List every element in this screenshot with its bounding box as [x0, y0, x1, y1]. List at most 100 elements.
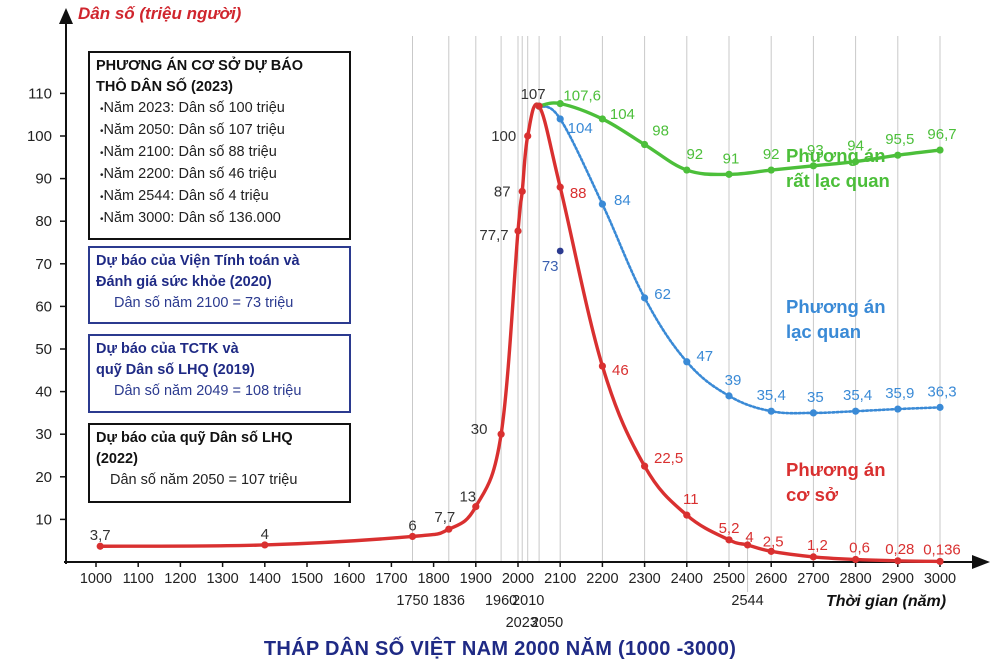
x-tick-label: 2200 — [586, 571, 618, 587]
data-point-optimistic — [683, 358, 691, 366]
data-label-optimistic: 84 — [614, 192, 631, 209]
y-tick-label: 20 — [35, 469, 52, 486]
gso-unfpa-title-2: quỹ Dân số LHQ (2019) — [96, 362, 255, 378]
data-label-base: 87 — [494, 183, 511, 200]
data-label-base: 107 — [521, 86, 546, 103]
data-point-base — [524, 132, 532, 140]
data-point-optimistic — [767, 407, 775, 415]
x-tick-label: 1700 — [375, 571, 407, 587]
data-point-optimistic — [809, 409, 818, 417]
data-label-base: 46 — [612, 362, 629, 379]
x-tick-label: 2900 — [882, 571, 914, 587]
data-label-very-optimistic: 91 — [723, 150, 740, 167]
gso-unfpa-forecast-box: Dự báo của TCTK và quỹ Dân số LHQ (2019)… — [88, 334, 351, 413]
gso-unfpa-title-1: Dự báo của TCTK và — [96, 341, 239, 357]
data-point-very-optimistic — [641, 140, 649, 149]
y-tick-label: 50 — [35, 341, 52, 358]
y-axis-label: Dân số (triệu người) — [78, 4, 242, 23]
data-point-very-optimistic — [725, 170, 733, 178]
y-tick-label: 10 — [35, 511, 52, 528]
data-point-base — [472, 503, 480, 511]
data-label-very-optimistic: 92 — [763, 146, 780, 163]
optimistic-label-line-2: lạc quan — [786, 321, 862, 342]
y-tick-label: 60 — [35, 298, 52, 315]
data-point-base — [261, 541, 269, 549]
ihme-value: Dân số năm 2100 = 73 triệu — [114, 295, 294, 311]
data-point-optimistic — [725, 392, 733, 400]
data-label-optimistic: 35,4 — [757, 387, 786, 404]
data-point-base — [535, 102, 543, 110]
x-tick-label: 1400 — [249, 571, 281, 587]
special-year-label: 1750 — [396, 593, 428, 609]
data-label-very-optimistic: 104 — [610, 106, 635, 123]
data-point-base — [518, 187, 526, 195]
y-tick-label: 100 — [27, 128, 52, 145]
data-point-optimistic — [598, 200, 607, 208]
data-label-optimistic: 104 — [568, 120, 593, 137]
data-label-optimistic: 35,9 — [885, 385, 914, 402]
x-tick-label: 2500 — [713, 571, 745, 587]
unfpa-value: Dân số năm 2050 = 107 triệu — [110, 472, 298, 488]
unfpa-forecast-box: Dự báo của quỹ Dân số LHQ (2022) Dân số … — [88, 423, 351, 503]
y-tick-label: 40 — [35, 384, 52, 401]
series-line-optimistic — [537, 104, 942, 415]
base-label-line-1: Phương án — [786, 459, 886, 480]
data-point-base — [683, 511, 691, 519]
data-label-base: 13 — [459, 489, 476, 506]
data-label-optimistic: 39 — [725, 372, 742, 389]
base-label: Phương án cơ sở — [786, 457, 886, 507]
base-forecast-item: Năm 3000: Dân số 136.000 — [96, 208, 343, 230]
data-label-optimistic: 35 — [807, 389, 824, 406]
x-tick-label: 3000 — [924, 571, 956, 587]
base-forecast-item: Năm 2200: Dân số 46 triệu — [96, 164, 343, 186]
x-tick-label: 2400 — [671, 571, 703, 587]
data-label-base: 100 — [491, 128, 516, 145]
data-label-base: 0,28 — [885, 541, 914, 558]
y-tick-label: 90 — [35, 171, 52, 188]
special-year-label: 2023 — [506, 615, 538, 631]
data-point-base — [894, 557, 902, 565]
x-tick-label: 2800 — [839, 571, 871, 587]
data-point-base — [809, 553, 818, 561]
label-layer: 104 84 62 47 39 35,4 35 35,4 35,9 36,3 107,6 104 98 9… — [90, 86, 961, 558]
special-year-label: 1960 — [485, 593, 517, 609]
data-label-very-optimistic: 96,7 — [927, 126, 956, 143]
y-tick-label: 70 — [35, 256, 52, 273]
data-label-very-optimistic: 95,5 — [885, 131, 914, 148]
x-tick-label: 1100 — [123, 571, 154, 587]
x-tick-label: 1900 — [460, 571, 492, 587]
x-tick-label: 1300 — [206, 571, 238, 587]
data-point-base — [743, 541, 752, 549]
data-point-very-optimistic — [809, 162, 818, 170]
data-label-base: 1,2 — [807, 537, 828, 554]
data-label-base: 11 — [683, 491, 699, 508]
data-label-optimistic: 62 — [654, 286, 671, 303]
data-point-optimistic — [894, 405, 902, 413]
optimistic-label-line-1: Phương án — [786, 296, 886, 317]
data-point-base — [408, 532, 417, 541]
data-label-base: 3,7 — [90, 527, 111, 544]
annotation-label: 73 — [542, 258, 559, 275]
axes-layer: 10 20 30 40 50 60 70 80 90 100 110 1000 1100 1200 1300… — [27, 8, 990, 631]
data-label-base: 0,136 — [923, 541, 961, 558]
x-tick-label: 2100 — [544, 571, 576, 587]
data-point-optimistic — [556, 115, 564, 123]
unfpa-title-1: Dự báo của quỹ Dân số LHQ — [96, 430, 293, 446]
special-year-label: 2050 — [531, 615, 563, 631]
y-tick-label: 110 — [28, 85, 52, 102]
data-label-base: 4 — [745, 529, 753, 546]
data-point-base — [725, 536, 733, 544]
y-tick-label: 80 — [35, 213, 52, 230]
x-tick-label: 1600 — [333, 571, 365, 587]
y-tick-label: 30 — [35, 426, 52, 443]
data-label-very-optimistic: 93 — [807, 142, 824, 159]
data-point-very-optimistic — [683, 166, 691, 174]
optimistic-label: Phương án lạc quan — [786, 294, 886, 344]
base-forecast-title-1: PHƯƠNG ÁN CƠ SỞ DỰ BÁO — [96, 58, 303, 74]
data-point-optimistic — [936, 403, 944, 411]
data-label-base: 2,5 — [763, 533, 784, 550]
base-forecast-item: Năm 2100: Dân số 88 triệu — [96, 142, 343, 164]
ihme-title-1: Dự báo của Viện Tính toán và — [96, 253, 300, 269]
x-tick-label: 2000 — [502, 571, 534, 587]
